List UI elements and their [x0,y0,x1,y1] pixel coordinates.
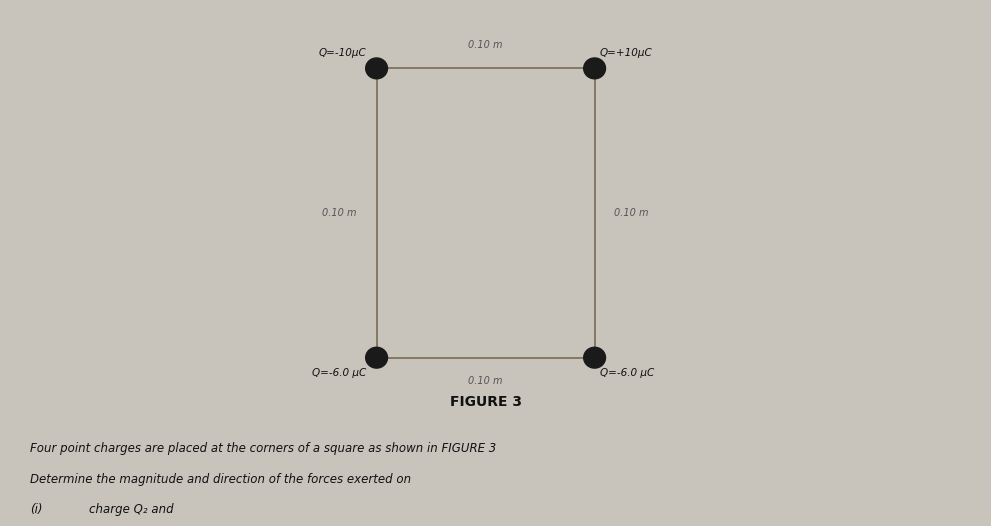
Text: 0.10 m: 0.10 m [469,40,502,50]
Text: Q=-6.0 μC: Q=-6.0 μC [312,368,367,378]
Text: 0.10 m: 0.10 m [614,208,649,218]
Text: FIGURE 3: FIGURE 3 [450,394,521,409]
Text: Q=+10μC: Q=+10μC [600,48,652,58]
Ellipse shape [584,58,606,79]
Text: 0.10 m: 0.10 m [322,208,357,218]
Text: Determine the magnitude and direction of the forces exerted on: Determine the magnitude and direction of… [30,473,411,486]
Text: Q=-6.0 μC: Q=-6.0 μC [600,368,654,378]
Text: (i): (i) [30,503,43,515]
Text: 0.10 m: 0.10 m [469,376,502,386]
Ellipse shape [366,347,387,368]
Ellipse shape [366,58,387,79]
Text: Four point charges are placed at the corners of a square as shown in FIGURE 3: Four point charges are placed at the cor… [30,442,496,455]
Text: charge Q₂ and: charge Q₂ and [89,503,173,515]
Text: Q=-10μC: Q=-10μC [319,48,367,58]
Ellipse shape [584,347,606,368]
